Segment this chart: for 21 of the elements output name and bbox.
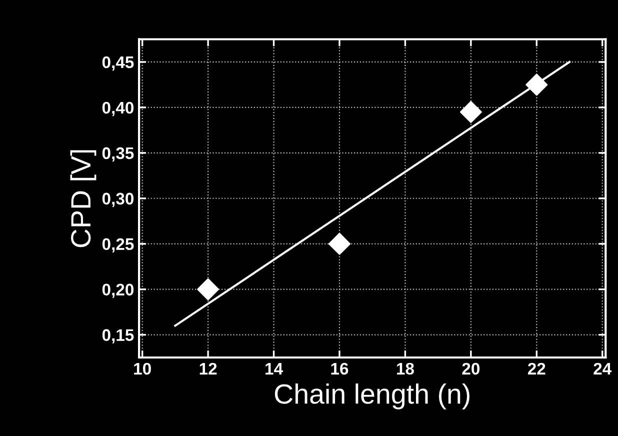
- y-tick-label: 0,30: [102, 192, 134, 207]
- y-tick-label: 0,35: [102, 147, 134, 162]
- x-tick-label: 14: [266, 362, 283, 374]
- point: [460, 100, 482, 123]
- point: [197, 278, 220, 300]
- y-tick-label: 0,15: [102, 329, 134, 344]
- y-tick-label: 0,40: [102, 102, 134, 116]
- y-tick-label: 0,20: [102, 284, 134, 298]
- point: [526, 74, 548, 96]
- x-tick-label: 24: [594, 362, 612, 374]
- x-tick-label: 22: [528, 362, 546, 374]
- y-axis-title: CPD [V]: [70, 150, 96, 248]
- x-tick-label: 16: [331, 362, 348, 375]
- point: [328, 232, 350, 255]
- y-tick-label: 0,45: [102, 56, 134, 71]
- x-tick-label: 18: [396, 362, 414, 375]
- x-tick-label: 10: [134, 362, 151, 375]
- x-tick-label: 20: [462, 362, 480, 375]
- x-axis-title: Chain length (n): [274, 383, 470, 410]
- y-tick-label: 0,25: [102, 238, 134, 252]
- x-tick-label: 12: [200, 362, 217, 374]
